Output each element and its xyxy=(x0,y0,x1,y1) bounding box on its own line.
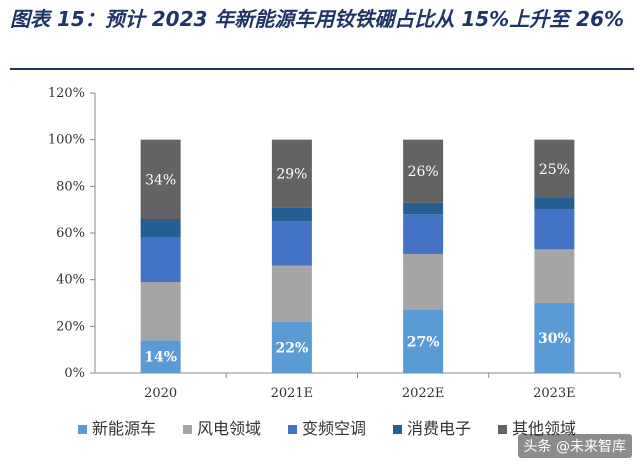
bar-segment xyxy=(140,340,181,373)
y-tick-label: 60% xyxy=(56,226,85,241)
bar-data-label: 30% xyxy=(538,331,571,347)
bar-data-label: 14% xyxy=(144,350,177,366)
bar-segment xyxy=(534,198,575,210)
y-tick-label: 20% xyxy=(56,319,85,334)
legend-label: 消费电子 xyxy=(407,419,471,438)
legend-swatch xyxy=(393,425,402,434)
bar-data-label: 34% xyxy=(145,172,176,188)
legend-swatch xyxy=(183,425,192,434)
legend-swatch xyxy=(498,425,507,434)
y-tick-label: 120% xyxy=(48,86,85,101)
bar-segment xyxy=(271,321,312,373)
bar-segment xyxy=(140,282,181,341)
watermark-badge: 头条 @未来智库 xyxy=(517,434,632,458)
y-tick-label: 100% xyxy=(48,133,85,148)
legend-label: 其他领域 xyxy=(512,419,576,438)
legend-label: 变频空调 xyxy=(302,419,366,438)
bar-segment xyxy=(403,254,444,310)
y-tick-label: 0% xyxy=(64,366,85,381)
x-tick-label: 2020 xyxy=(144,386,177,401)
bar-segment xyxy=(403,310,444,373)
x-tick-label: 2021E xyxy=(271,386,314,401)
bar-segment xyxy=(403,202,444,215)
bar-data-label: 27% xyxy=(407,335,440,351)
bar-segment xyxy=(271,207,312,222)
bar-segment xyxy=(534,209,575,250)
x-tick-label: 2022E xyxy=(402,386,445,401)
bar-segment xyxy=(403,214,444,254)
bar-segment xyxy=(534,249,575,303)
bar-segment xyxy=(534,303,575,373)
legend-label: 风电领域 xyxy=(197,419,261,438)
bar-data-label: 22% xyxy=(275,340,308,356)
bar-segment xyxy=(534,139,575,198)
y-tick-label: 40% xyxy=(56,273,85,288)
bar-segment xyxy=(271,265,312,322)
bar-data-label: 29% xyxy=(276,167,307,183)
page-title: 图表 15：预计 2023 年新能源车用钕铁硼占比从 15%上升至 26% xyxy=(10,7,625,31)
legend-label: 新能源车 xyxy=(92,419,156,438)
bar-segment xyxy=(140,139,181,219)
legend-swatch xyxy=(78,425,87,434)
title-divider xyxy=(10,68,634,70)
bar-segment xyxy=(403,139,444,203)
bar-segment xyxy=(140,219,181,238)
bar-segment xyxy=(271,139,312,208)
bar-segment xyxy=(140,237,181,282)
bar-segment xyxy=(271,221,312,266)
y-tick-label: 80% xyxy=(56,179,85,194)
x-tick-label: 2023E xyxy=(533,386,576,401)
legend-swatch xyxy=(288,425,297,434)
bar-data-label: 26% xyxy=(408,164,439,180)
bar-data-label: 25% xyxy=(539,162,570,178)
